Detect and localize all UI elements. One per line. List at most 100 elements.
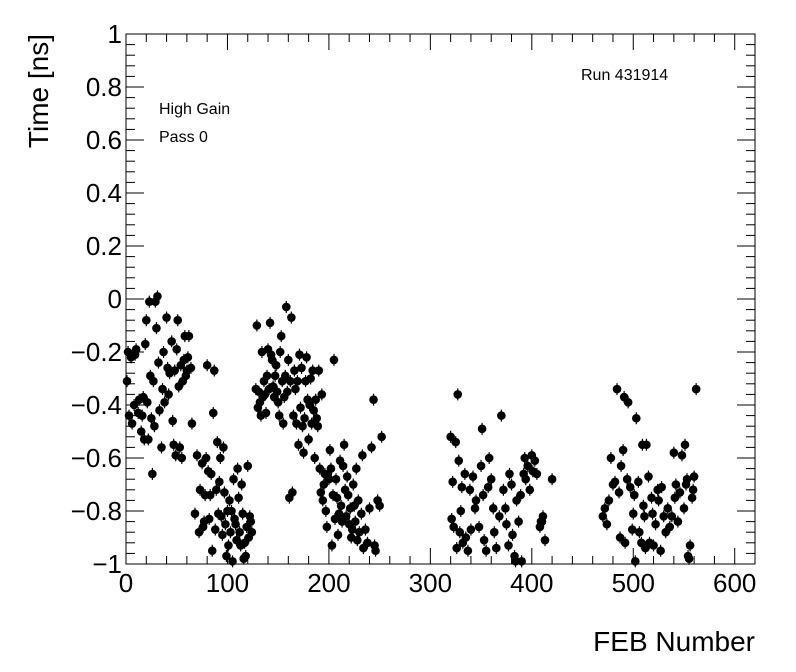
y-tick-label: −0.2: [71, 337, 122, 367]
data-point: [205, 490, 215, 500]
y-tick-label: 0.4: [86, 178, 122, 208]
data-point: [131, 345, 141, 354]
y-tick-label: −0.4: [71, 390, 122, 420]
data-point: [486, 474, 496, 484]
data-point: [622, 474, 632, 484]
data-point: [350, 517, 360, 526]
data-point: [665, 522, 675, 532]
data-point: [488, 504, 498, 513]
data-point: [338, 461, 348, 471]
data-point: [640, 512, 649, 521]
data-point: [474, 522, 484, 532]
data-point: [357, 509, 366, 518]
data-point: [233, 464, 242, 473]
x-axis-label: FEB Number: [593, 626, 755, 657]
data-point: [642, 440, 651, 450]
data-point: [501, 504, 510, 513]
data-point: [514, 517, 523, 526]
data-point: [241, 551, 251, 561]
data-point: [202, 360, 212, 370]
data-point: [679, 504, 689, 513]
data-point: [187, 419, 197, 428]
data-point: [521, 474, 531, 484]
data-point: [164, 390, 173, 399]
data-point: [530, 456, 540, 465]
y-tick-label: −0.6: [71, 443, 122, 473]
data-point: [300, 413, 309, 423]
data-point: [532, 469, 542, 479]
data-point: [167, 337, 176, 346]
data-point: [647, 493, 656, 503]
data-point: [358, 451, 367, 460]
data-point: [651, 519, 660, 529]
data-point: [289, 411, 298, 420]
y-tick-label: −0.8: [71, 496, 122, 526]
data-point: [235, 527, 244, 537]
data-point: [265, 318, 275, 328]
data-point: [160, 398, 169, 407]
data-point: [634, 477, 643, 487]
data-point: [210, 525, 220, 534]
data-point: [627, 525, 637, 534]
data-point: [667, 512, 677, 521]
data-point: [208, 408, 218, 418]
data-point: [688, 485, 698, 495]
data-point: [329, 355, 339, 365]
data-point: [145, 297, 154, 306]
data-point: [448, 477, 457, 487]
data-point: [276, 331, 286, 341]
data-point: [687, 493, 697, 503]
data-point: [663, 504, 673, 513]
data-point: [140, 339, 150, 349]
data-point: [348, 480, 358, 489]
data-point: [331, 474, 341, 484]
data-point: [184, 331, 194, 341]
pass-annotation: Pass 0: [159, 129, 208, 146]
data-point: [654, 496, 663, 505]
data-point: [313, 421, 323, 431]
data-point: [538, 512, 548, 521]
data-point: [511, 557, 520, 566]
data-point: [456, 506, 466, 516]
data-point: [215, 477, 224, 487]
data-point: [298, 421, 307, 431]
data-point: [481, 546, 491, 556]
data-point: [155, 406, 164, 415]
data-point: [159, 347, 168, 357]
data-point: [246, 517, 256, 526]
data-point: [237, 480, 246, 489]
data-point: [677, 451, 687, 460]
data-point: [657, 482, 666, 492]
data-point: [361, 525, 370, 534]
data-point: [175, 443, 185, 452]
y-tick-label: 0.6: [86, 125, 122, 155]
data-point: [517, 557, 526, 566]
data-point: [302, 353, 311, 362]
data-point: [618, 445, 628, 455]
data-point: [286, 376, 295, 386]
data-point: [152, 323, 161, 333]
data-point: [367, 443, 376, 452]
data-point: [610, 477, 620, 487]
data-point: [447, 514, 456, 524]
data-point: [136, 427, 146, 436]
data-point: [478, 490, 488, 500]
data-point: [231, 519, 240, 529]
data-point: [206, 469, 216, 479]
data-point: [333, 530, 343, 540]
gain-annotation: High Gain: [159, 101, 230, 118]
y-tick-label: 0.8: [86, 72, 122, 102]
data-point: [460, 469, 470, 479]
data-point: [297, 363, 306, 373]
data-point: [234, 493, 243, 503]
data-point: [284, 355, 293, 365]
data-point: [177, 453, 187, 463]
data-point: [225, 496, 234, 505]
data-point: [238, 509, 247, 518]
data-point: [314, 366, 324, 375]
data-point: [673, 517, 683, 526]
data-point: [371, 546, 380, 556]
data-point: [312, 413, 322, 423]
data-point: [635, 527, 644, 537]
data-point: [616, 461, 626, 471]
